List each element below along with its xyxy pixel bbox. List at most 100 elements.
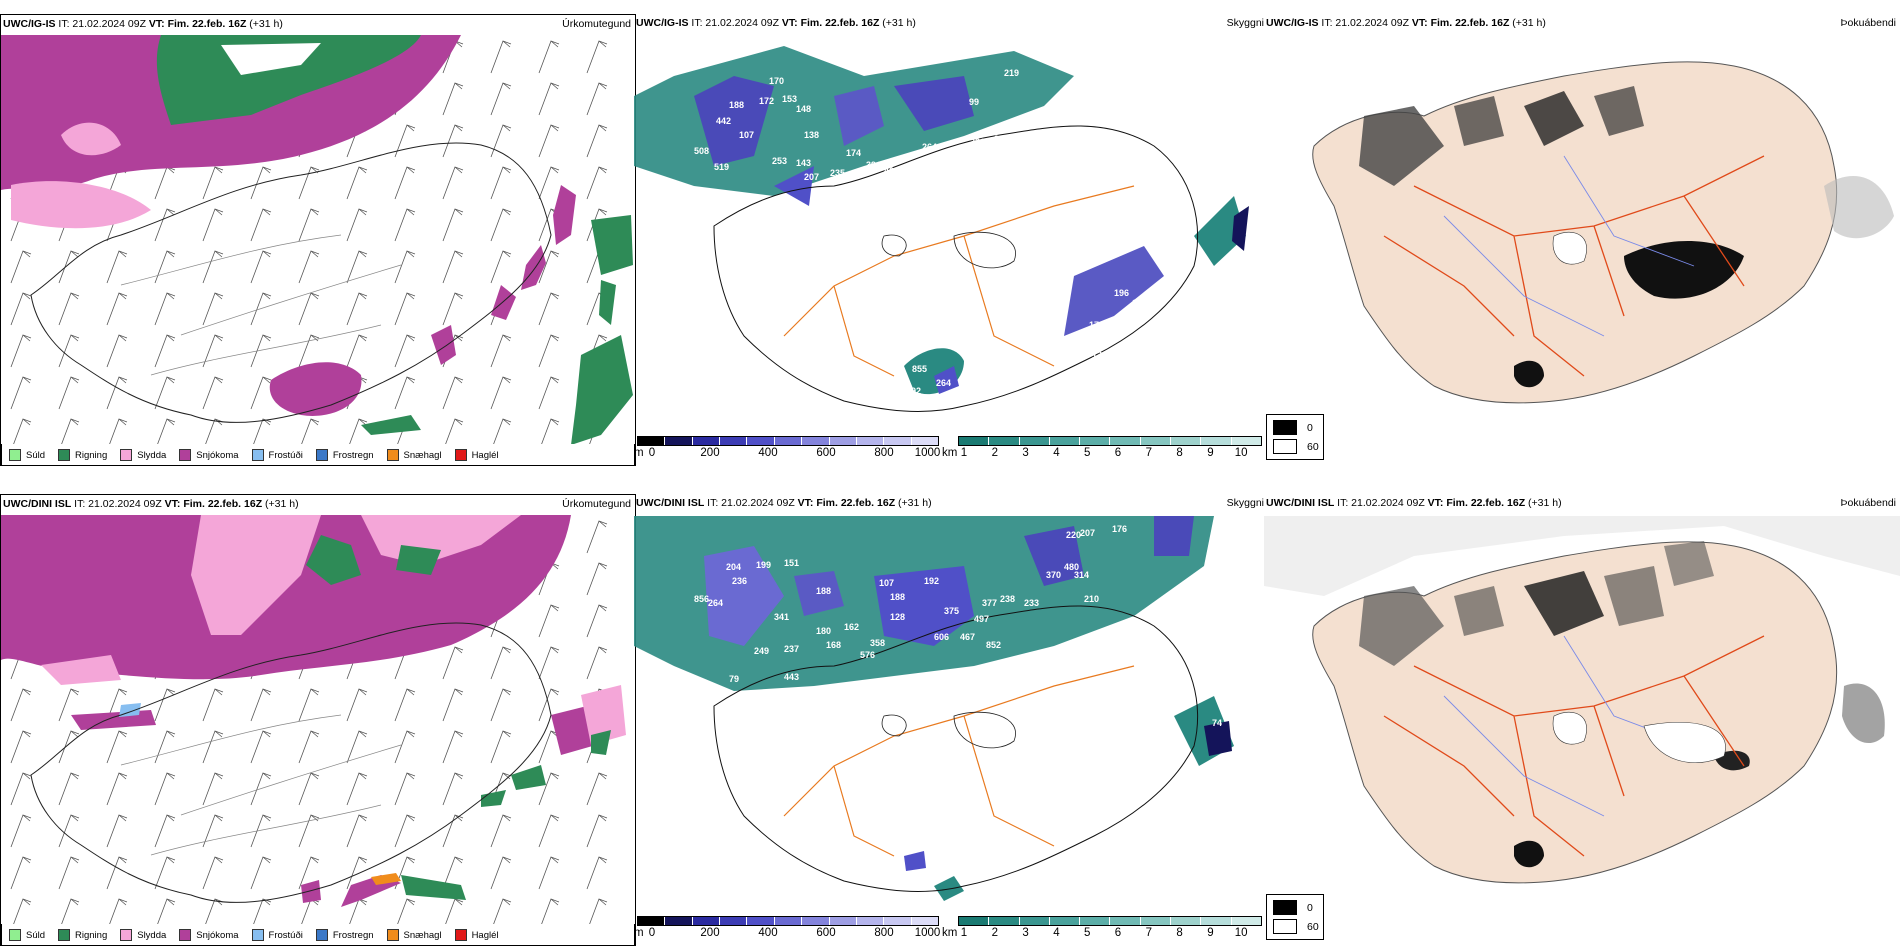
legend-swatch: [1273, 900, 1297, 915]
precip-panel-top: UWC/IG-IS IT: 21.02.2024 09Z VT: Fim. 22…: [0, 14, 636, 466]
vis-label: 377: [982, 598, 997, 608]
vis-label: 329: [926, 168, 941, 178]
vis-label: 249: [754, 646, 769, 656]
tick-label: 2: [991, 927, 998, 939]
vis-label: 341: [774, 612, 789, 622]
km-colorbar-top: [958, 436, 1262, 446]
tick-label: 0: [648, 927, 656, 939]
vis-label: 375: [944, 606, 959, 616]
visibility-panel-top: UWC/IG-IS IT: 21.02.2024 09Z VT: Fim. 22…: [634, 14, 1264, 464]
cloud-panel-bottom: UWC/DINI ISL IT: 21.02.2024 09Z VT: Fim.…: [1264, 494, 1900, 934]
tick-label: 400: [758, 927, 778, 939]
precip-panel-bottom: UWC/DINI ISL IT: 21.02.2024 09Z VT: Fim.…: [0, 494, 636, 946]
legend-swatch: [386, 449, 399, 461]
height-ticks-bottom: 0 200 400 600 800 1000: [648, 927, 942, 941]
cloud-legend-bottom: 0 60: [1266, 894, 1324, 940]
vis-label: 852: [986, 640, 1001, 650]
legend-swatch: [120, 929, 133, 941]
precip-map-bottom: [1, 515, 633, 925]
tick-label: 6: [1114, 447, 1122, 459]
vis-label: 192: [924, 576, 939, 586]
vis-label: 606: [934, 632, 949, 642]
vis-label: 107: [739, 130, 754, 140]
vis-label: 148: [796, 104, 811, 114]
precip-legend-top: Súld Rigning Slydda Snjókoma Frostúði Fr…: [1, 444, 635, 465]
tick-label: 3: [1022, 927, 1029, 939]
tick-label: 600: [816, 447, 836, 459]
tick-label: 600: [816, 927, 836, 939]
tick-label: 8: [1176, 927, 1183, 939]
legend-swatch: [9, 929, 21, 941]
vis-label: 107: [879, 578, 894, 588]
vis-label: 172: [759, 96, 774, 106]
vis-label: 394: [866, 160, 881, 170]
vis-label: 173: [1089, 320, 1104, 330]
legend-swatch: [1273, 420, 1297, 435]
cloud-legend-top: 0 60: [1266, 414, 1324, 460]
km-colorbar-bottom: [958, 916, 1262, 926]
vis-label: 261: [774, 208, 789, 218]
vis-label: 813: [844, 194, 859, 204]
legend-item: Frostúði: [251, 449, 303, 461]
legend-swatch: [251, 449, 264, 461]
legend-swatch: [9, 449, 21, 461]
vis-label: 443: [784, 672, 799, 682]
legend-item: Frostregn: [315, 449, 374, 461]
legend-item: Súld: [9, 449, 45, 461]
tick-label: 0: [648, 447, 656, 459]
tick-label: 9: [1207, 927, 1214, 939]
vis-label: 70: [706, 682, 716, 692]
km-ticks-bottom: 1 2 3 4 5 6 7 8 9 10: [961, 927, 1248, 941]
vis-label: 99: [969, 97, 979, 107]
vis-label: 237: [784, 644, 799, 654]
vis-label: 984: [866, 202, 881, 212]
vis-label: 784: [968, 173, 983, 183]
vis-label: 170: [769, 76, 784, 86]
vis-label: 105: [784, 238, 799, 248]
tick-label: 10: [1234, 447, 1248, 459]
vis-label: 153: [782, 94, 797, 104]
vis-label: 196: [1114, 288, 1129, 298]
vis-label: 466: [884, 166, 899, 176]
vis-label: 118: [819, 188, 834, 198]
header-top-cloud: UWC/IG-IS IT: 21.02.2024 09Z VT: Fim. 22…: [1266, 17, 1546, 29]
tick-label: 200: [700, 447, 720, 459]
legend-item: Slydda: [120, 449, 166, 461]
legend-swatch: [179, 929, 192, 941]
km-unit: km: [942, 927, 958, 939]
tick-label: 1: [960, 447, 968, 459]
vis-label: 235: [830, 168, 845, 178]
header-bottom-precip: UWC/DINI ISL IT: 21.02.2024 09Z VT: Fim.…: [3, 498, 299, 510]
header-top-precip: UWC/IG-IS IT: 21.02.2024 09Z VT: Fim. 22…: [3, 18, 283, 30]
legend-swatch: [454, 449, 467, 461]
height-unit: m: [634, 447, 644, 459]
vis-label: 442: [716, 116, 731, 126]
vis-label: 992: [906, 386, 921, 396]
tick-label: 10: [1234, 927, 1248, 939]
vis-label: 166: [1132, 298, 1147, 308]
vis-label: 176: [1112, 524, 1127, 534]
vis-label: 151: [784, 558, 799, 568]
vis-label: 204: [726, 562, 741, 572]
vis-label: 165: [1170, 258, 1185, 268]
precip-title: Úrkomutegund: [562, 18, 631, 30]
vis-label: 138: [804, 130, 819, 140]
tick-label: 8: [1176, 447, 1183, 459]
tick-label: 3: [1022, 447, 1029, 459]
vis-label: 370: [1046, 570, 1061, 580]
vis-label: 174: [846, 148, 861, 158]
tick-label: 2: [991, 447, 998, 459]
vis-label: 997: [964, 380, 979, 390]
tick-label: 4: [1053, 927, 1060, 939]
vis-label: 358: [870, 638, 885, 648]
tick-label: 4: [1053, 447, 1060, 459]
legend-item: Snjókoma: [179, 449, 239, 461]
vis-label: 238: [1000, 594, 1015, 604]
vis-label: 253: [772, 156, 787, 166]
height-colorbar-top: [637, 436, 939, 446]
vis-label: 128: [890, 612, 905, 622]
vis-label: 314: [1074, 570, 1089, 580]
vis-label: 162: [844, 622, 859, 632]
vis-label: 576: [860, 650, 875, 660]
vis-label: 136: [1092, 350, 1107, 360]
